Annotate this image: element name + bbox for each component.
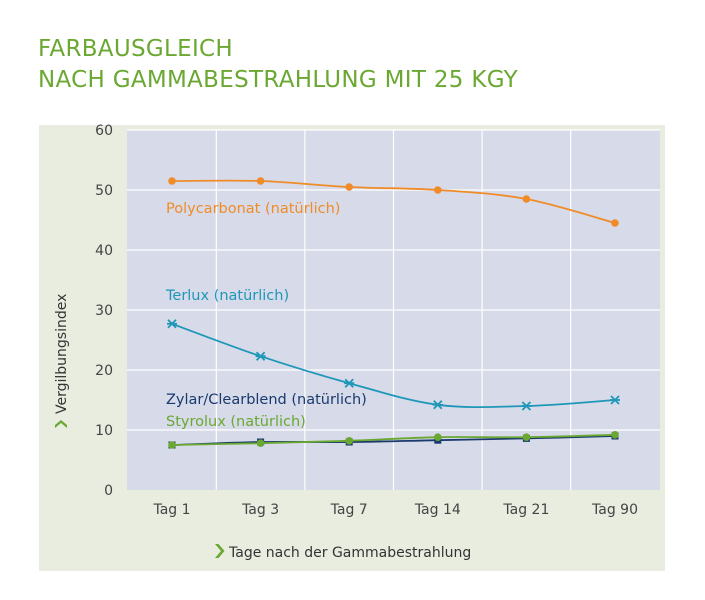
- title-line-1: FARBAUSGLEICH: [38, 36, 233, 62]
- y-tick-label: 30: [95, 303, 113, 319]
- x-tick-label: Tag 90: [591, 502, 638, 518]
- chart-title: FARBAUSGLEICH NACH GAMMABESTRAHLUNG MIT …: [38, 34, 518, 96]
- data-point: [344, 378, 355, 388]
- data-point: [256, 177, 265, 185]
- y-tick-label: 50: [95, 183, 113, 199]
- chevron-right-icon: [55, 420, 67, 428]
- data-point: [432, 400, 443, 410]
- series-line: [171, 433, 616, 446]
- y-axis-title: Vergilbungsindex: [54, 294, 70, 428]
- y-tick-label: 40: [95, 243, 113, 259]
- y-tick-label: 0: [104, 483, 113, 499]
- data-point: [522, 195, 531, 203]
- x-tick-label: Tag 1: [152, 502, 190, 518]
- x-tick-label: Tag 3: [241, 502, 279, 518]
- x-tick-label: Tag 14: [414, 502, 461, 518]
- y-tick-label: 10: [95, 423, 113, 439]
- title-line-2: NACH GAMMABESTRAHLUNG MIT 25 KGY: [38, 67, 519, 93]
- series-line: [171, 322, 616, 409]
- data-point: [434, 433, 442, 442]
- series-line: [171, 179, 616, 224]
- x-tick-label: Tag 7: [330, 502, 368, 518]
- series-label: Zylar/Clearblend (natürlich): [166, 392, 367, 408]
- x-axis-label: Tage nach der Gammabestrahlung: [228, 545, 471, 561]
- series-label: Polycarbonat (natürlich): [166, 201, 340, 217]
- data-point: [345, 183, 354, 191]
- data-point: [611, 431, 619, 439]
- data-point: [345, 437, 354, 445]
- x-tick-label: Tag 21: [502, 502, 549, 518]
- series-label: Terlux (natürlich): [165, 288, 289, 304]
- data-point: [167, 319, 177, 329]
- series-line: [171, 435, 616, 446]
- series-label: Styrolux (natürlich): [166, 414, 306, 430]
- y-tick-label: 20: [95, 363, 113, 379]
- data-point: [256, 439, 265, 448]
- data-point: [610, 395, 620, 405]
- data-point: [168, 177, 176, 185]
- data-point: [611, 219, 619, 227]
- data-point: [522, 433, 531, 442]
- y-tick-label: 60: [95, 123, 113, 139]
- data-point: [521, 401, 532, 411]
- y-axis-label: Vergilbungsindex: [54, 294, 70, 414]
- chevron-right-icon: [215, 544, 225, 558]
- data-point: [434, 186, 442, 194]
- data-point: [168, 441, 176, 449]
- data-point: [255, 351, 266, 361]
